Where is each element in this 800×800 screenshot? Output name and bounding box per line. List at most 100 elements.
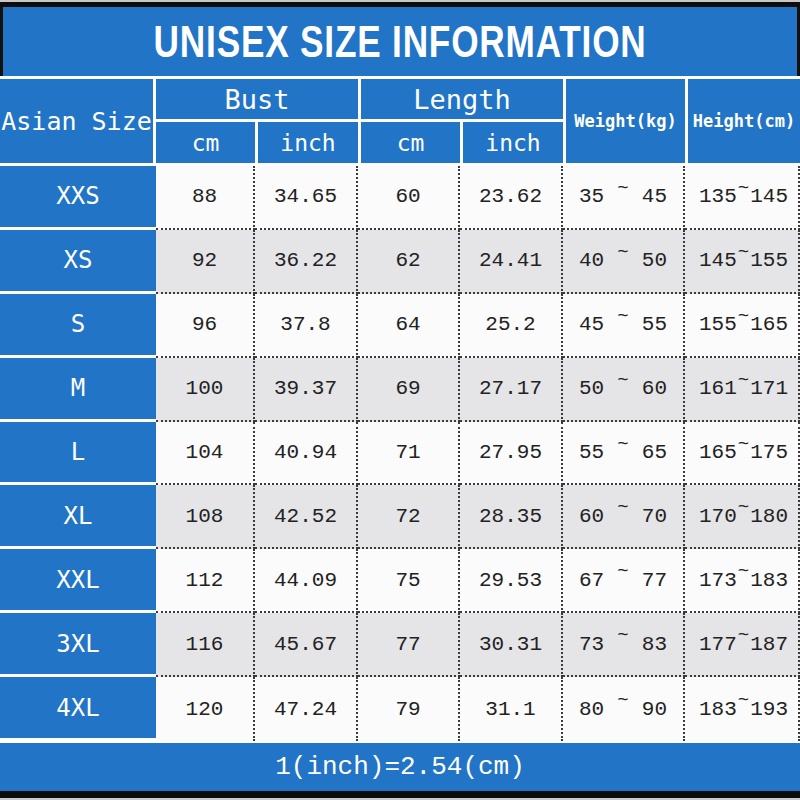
height-max-value: 155 xyxy=(750,249,788,272)
weight-min-value: 60 xyxy=(579,505,604,528)
length-inch-value: 31.1 xyxy=(460,677,563,741)
header-bust-inch: inch xyxy=(255,119,358,163)
weight-range: 35 ~ 45 xyxy=(563,166,685,230)
weight-max-value: 90 xyxy=(642,698,667,721)
bust-inch-value: 39.37 xyxy=(255,358,358,422)
height-range: 165 ~ 175 xyxy=(685,422,800,486)
table-row: M 100 39.37 69 27.17 50 ~ 60 161 ~ 171 xyxy=(0,358,800,422)
height-min-value: 183 xyxy=(699,698,737,721)
height-range: 173 ~ 183 xyxy=(685,549,800,613)
bust-inch-value: 34.65 xyxy=(255,166,358,230)
height-max-value: 145 xyxy=(750,185,788,208)
length-inch-value: 25.2 xyxy=(460,294,563,358)
tilde-symbol: ~ xyxy=(738,177,749,199)
bust-cm-value: 88 xyxy=(156,166,255,230)
length-cm-value: 69 xyxy=(358,358,460,422)
height-max-value: 193 xyxy=(750,698,788,721)
weight-max-value: 45 xyxy=(642,185,667,208)
weight-min-value: 50 xyxy=(579,377,604,400)
tilde-symbol: ~ xyxy=(738,241,749,263)
length-cm-value: 60 xyxy=(358,166,460,230)
bust-cm-value: 108 xyxy=(156,485,255,549)
tilde-symbol: ~ xyxy=(617,305,628,327)
weight-max-value: 70 xyxy=(642,505,667,528)
bottom-black-bar xyxy=(0,791,800,798)
table-row: XL 108 42.52 72 28.35 60 ~ 70 170 ~ 180 xyxy=(0,485,800,549)
length-cm-value: 77 xyxy=(358,613,460,677)
tilde-symbol: ~ xyxy=(738,496,749,518)
size-label: L xyxy=(0,422,156,486)
tilde-symbol: ~ xyxy=(617,689,628,711)
size-label: 4XL xyxy=(0,677,156,741)
size-label: S xyxy=(0,294,156,358)
tilde-symbol: ~ xyxy=(617,624,628,646)
title-bar: UNISEX SIZE INFORMATION xyxy=(0,7,800,76)
tilde-symbol: ~ xyxy=(617,560,628,582)
height-range: 183 ~ 193 xyxy=(685,677,800,741)
height-max-value: 165 xyxy=(750,313,788,336)
bust-inch-value: 40.94 xyxy=(255,422,358,486)
conversion-note: 1(inch)=2.54(cm) xyxy=(275,752,525,782)
table-row: 4XL 120 47.24 79 31.1 80 ~ 90 183 ~ 193 xyxy=(0,677,800,741)
weight-range: 45 ~ 55 xyxy=(563,294,685,358)
length-cm-value: 64 xyxy=(358,294,460,358)
height-max-value: 175 xyxy=(750,441,788,464)
height-min-value: 135 xyxy=(699,185,737,208)
header-length-cm: cm xyxy=(358,119,460,163)
weight-min-value: 67 xyxy=(579,569,604,592)
tilde-symbol: ~ xyxy=(738,689,749,711)
weight-max-value: 50 xyxy=(642,249,667,272)
height-range: 161 ~ 171 xyxy=(685,358,800,422)
size-label: XL xyxy=(0,485,156,549)
header-bust-cm: cm xyxy=(156,119,255,163)
height-min-value: 165 xyxy=(699,441,737,464)
length-cm-value: 62 xyxy=(358,230,460,294)
bust-cm-value: 100 xyxy=(156,358,255,422)
bust-cm-value: 104 xyxy=(156,422,255,486)
height-range: 170 ~ 180 xyxy=(685,485,800,549)
weight-min-value: 40 xyxy=(579,249,604,272)
table-row: S 96 37.8 64 25.2 45 ~ 55 155 ~ 165 xyxy=(0,294,800,358)
tilde-symbol: ~ xyxy=(617,177,628,199)
size-label: XXS xyxy=(0,166,156,230)
tilde-symbol: ~ xyxy=(617,241,628,263)
tilde-symbol: ~ xyxy=(617,433,628,455)
length-inch-value: 24.41 xyxy=(460,230,563,294)
header-weight: Weight(kg) xyxy=(563,79,685,163)
weight-min-value: 35 xyxy=(579,185,604,208)
height-range: 135 ~ 145 xyxy=(685,166,800,230)
weight-range: 50 ~ 60 xyxy=(563,358,685,422)
size-chart: UNISEX SIZE INFORMATION Asian Size Bust … xyxy=(0,0,800,800)
weight-min-value: 80 xyxy=(579,698,604,721)
length-cm-value: 75 xyxy=(358,549,460,613)
footer-bar: 1(inch)=2.54(cm) xyxy=(0,743,800,791)
tilde-symbol: ~ xyxy=(617,369,628,391)
height-min-value: 145 xyxy=(699,249,737,272)
length-inch-value: 30.31 xyxy=(460,613,563,677)
bust-cm-value: 112 xyxy=(156,549,255,613)
bust-inch-value: 47.24 xyxy=(255,677,358,741)
length-inch-value: 23.62 xyxy=(460,166,563,230)
header-bust: Bust xyxy=(156,79,358,119)
table-header: Asian Size Bust Length Weight(kg) Height… xyxy=(0,79,800,163)
size-label: XXL xyxy=(0,549,156,613)
bust-inch-value: 37.8 xyxy=(255,294,358,358)
length-cm-value: 79 xyxy=(358,677,460,741)
bust-cm-value: 120 xyxy=(156,677,255,741)
height-min-value: 173 xyxy=(699,569,737,592)
weight-range: 55 ~ 65 xyxy=(563,422,685,486)
size-label: M xyxy=(0,358,156,422)
bust-inch-value: 36.22 xyxy=(255,230,358,294)
header-length-inch: inch xyxy=(460,119,563,163)
tilde-symbol: ~ xyxy=(738,369,749,391)
tilde-symbol: ~ xyxy=(738,305,749,327)
length-cm-value: 72 xyxy=(358,485,460,549)
weight-max-value: 60 xyxy=(642,377,667,400)
bust-cm-value: 92 xyxy=(156,230,255,294)
bust-cm-value: 96 xyxy=(156,294,255,358)
length-inch-value: 29.53 xyxy=(460,549,563,613)
chart-title: UNISEX SIZE INFORMATION xyxy=(154,17,647,67)
table-row: XXL 112 44.09 75 29.53 67 ~ 77 173 ~ 183 xyxy=(0,549,800,613)
length-inch-value: 27.95 xyxy=(460,422,563,486)
weight-min-value: 45 xyxy=(579,313,604,336)
